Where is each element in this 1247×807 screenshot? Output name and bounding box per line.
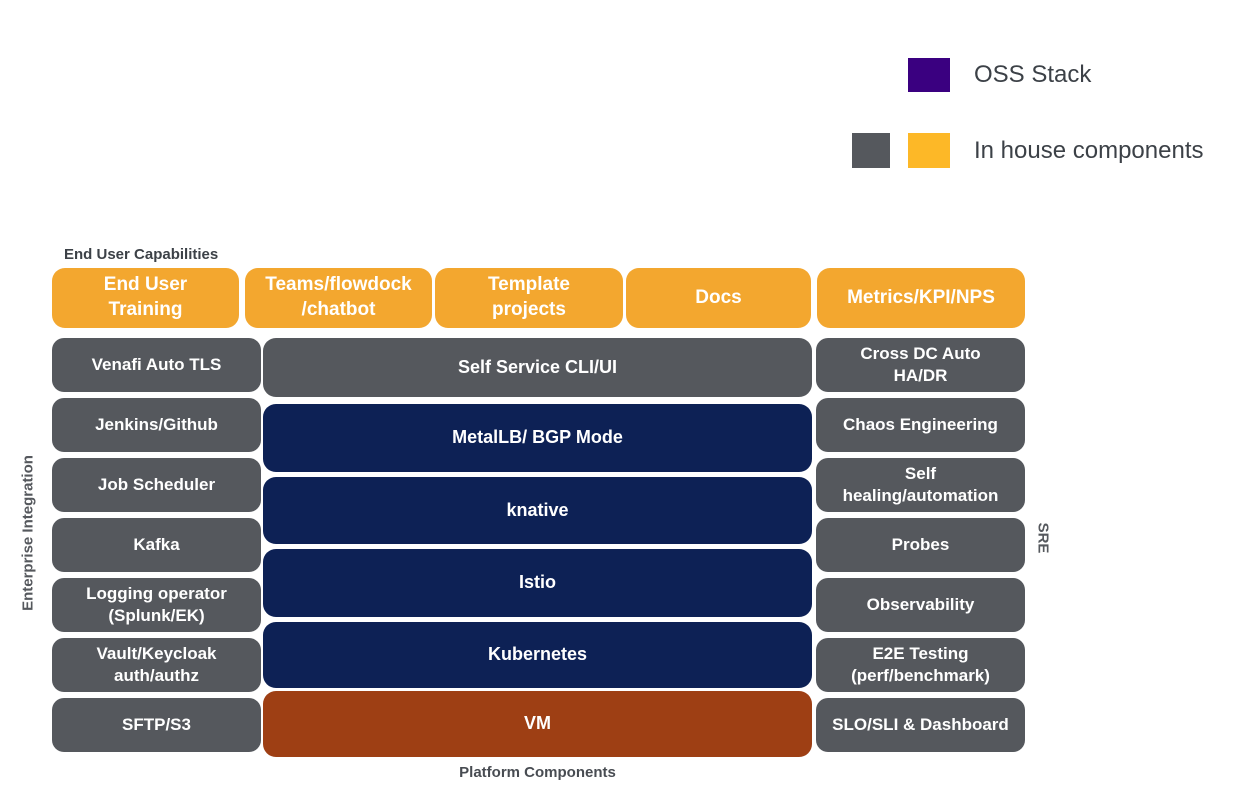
inhouse-orange-swatch bbox=[908, 133, 950, 168]
box-logging-operator: Logging operator (Splunk/EK) bbox=[52, 578, 261, 632]
box-cross-dc-auto-ha-dr: Cross DC Auto HA/DR bbox=[816, 338, 1025, 392]
capability-docs: Docs bbox=[626, 268, 811, 328]
box-e2e-testing: E2E Testing (perf/benchmark) bbox=[816, 638, 1025, 692]
capability-template-projects: Template projects bbox=[435, 268, 623, 328]
capability-metrics-kpi-nps: Metrics/KPI/NPS bbox=[817, 268, 1025, 328]
box-vm: VM bbox=[263, 691, 812, 757]
box-self-service-cli-ui: Self Service CLI/UI bbox=[263, 338, 812, 397]
inhouse-legend-label: In house components bbox=[974, 137, 1204, 164]
end-user-capabilities-label: End User Capabilities bbox=[64, 246, 219, 263]
sre-label: SRE bbox=[1034, 522, 1052, 554]
capability-end-user-training: End User Training bbox=[52, 268, 239, 328]
box-knative: knative bbox=[263, 477, 812, 544]
box-slo-sli-dashboard: SLO/SLI & Dashboard bbox=[816, 698, 1025, 752]
box-istio: Istio bbox=[263, 549, 812, 617]
box-venafi-auto-tls: Venafi Auto TLS bbox=[52, 338, 261, 392]
oss-stack-legend-label: OSS Stack bbox=[974, 61, 1092, 88]
platform-components-label: Platform Components bbox=[459, 764, 616, 781]
box-metallb-bgp-mode: MetalLB/ BGP Mode bbox=[263, 404, 812, 472]
box-chaos-engineering: Chaos Engineering bbox=[816, 398, 1025, 452]
capability-teams-flowdock-chatbot: Teams/flowdock /chatbot bbox=[245, 268, 432, 328]
box-self-healing-automation: Self healing/automation bbox=[816, 458, 1025, 512]
box-jenkins-github: Jenkins/Github bbox=[52, 398, 261, 452]
enterprise-integration-label: Enterprise Integration bbox=[19, 455, 37, 611]
oss-stack-swatch bbox=[908, 58, 950, 92]
box-kafka: Kafka bbox=[52, 518, 261, 572]
box-sftp-s3: SFTP/S3 bbox=[52, 698, 261, 752]
box-observability: Observability bbox=[816, 578, 1025, 632]
box-vault-keycloak: Vault/Keycloak auth/authz bbox=[52, 638, 261, 692]
box-kubernetes: Kubernetes bbox=[263, 622, 812, 688]
box-probes: Probes bbox=[816, 518, 1025, 572]
box-job-scheduler: Job Scheduler bbox=[52, 458, 261, 512]
inhouse-gray-swatch bbox=[852, 133, 890, 168]
